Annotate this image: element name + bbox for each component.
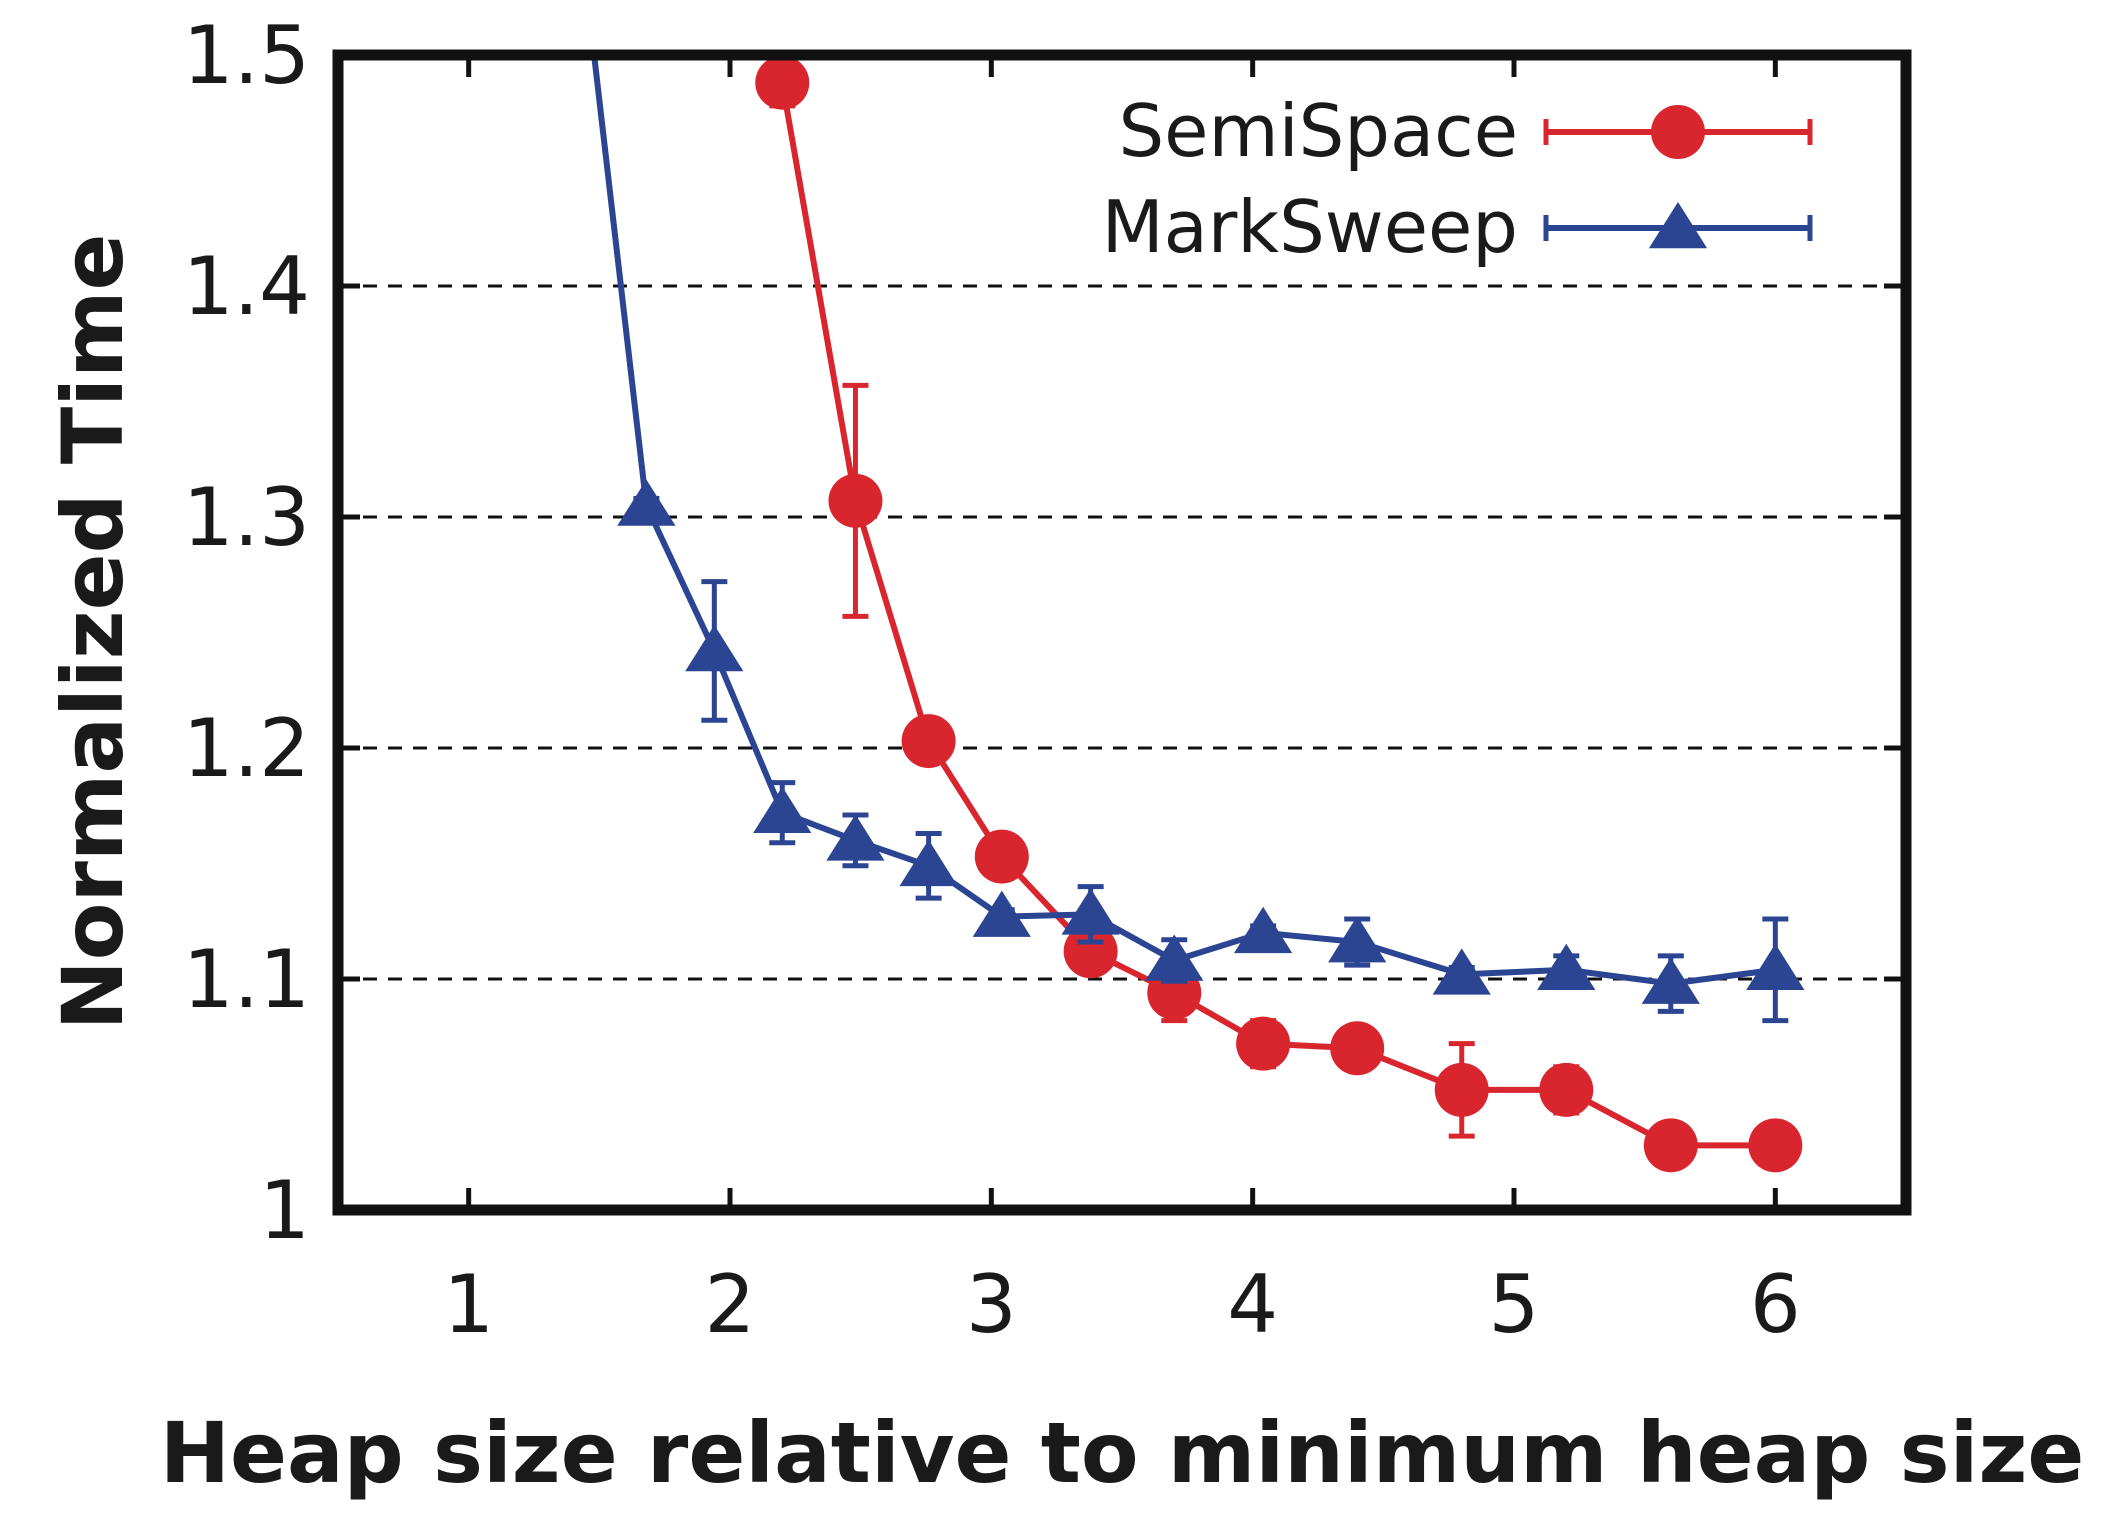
x-axis-title: Heap size relative to minimum heap size (160, 1404, 2085, 1502)
series-layer (591, 55, 1805, 1173)
plot-frame (332, 49, 1912, 1216)
data-point (1061, 888, 1120, 935)
data-point (753, 786, 812, 833)
data-point (1330, 1021, 1385, 1076)
y-tick-label: 1.1 (183, 933, 310, 1026)
y-tick-label: 1 (259, 1164, 310, 1257)
data-point (1236, 1016, 1291, 1071)
data-point (1641, 957, 1700, 1004)
y-tick-label: 1.3 (183, 471, 310, 564)
series-semispace (755, 55, 1803, 1173)
grid-lines (338, 284, 1906, 981)
data-point (1145, 934, 1204, 981)
data-point (755, 55, 810, 110)
data-point (1748, 1118, 1803, 1173)
data-point (974, 829, 1029, 884)
data-point (1432, 948, 1491, 995)
x-tick-label: 5 (1489, 1258, 1540, 1351)
legend-entry-marksweep: MarkSweep (1102, 185, 1813, 269)
x-tick-label: 2 (705, 1258, 756, 1351)
x-tick-label: 4 (1227, 1258, 1278, 1351)
y-tick-label: 1.4 (183, 240, 310, 333)
data-point (899, 839, 958, 887)
x-tick-label: 6 (1750, 1258, 1801, 1351)
y-tick-label: 1.2 (183, 702, 310, 795)
legend-marker (1648, 202, 1708, 249)
data-point (1434, 1062, 1489, 1117)
data-point (972, 890, 1031, 937)
legend-label: MarkSweep (1102, 185, 1518, 269)
data-point (1643, 1118, 1698, 1173)
x-tick-label: 1 (443, 1258, 494, 1351)
data-point (828, 473, 883, 528)
data-point (826, 814, 885, 861)
legend: SemiSpace MarkSweep (1102, 89, 1813, 269)
data-point (1234, 906, 1293, 954)
data-point (1746, 943, 1805, 991)
data-point (1063, 924, 1118, 979)
data-point (1537, 943, 1596, 991)
y-axis-title: Normalized Time (44, 233, 142, 1030)
tick-labels: 1 1.1 1.2 1.3 1.4 1.5 1 2 3 4 5 6 (183, 9, 1801, 1351)
data-point (617, 479, 676, 526)
data-point (1539, 1062, 1594, 1117)
y-tick-label: 1.5 (183, 9, 310, 102)
data-point (685, 624, 744, 672)
legend-label: SemiSpace (1118, 89, 1518, 173)
series-marksweep (591, 55, 1805, 1024)
legend-entry-semispace: SemiSpace (1118, 89, 1813, 173)
x-tick-label: 3 (966, 1258, 1017, 1351)
legend-marker (1651, 105, 1705, 159)
data-point (901, 714, 956, 769)
data-point (1328, 916, 1387, 963)
